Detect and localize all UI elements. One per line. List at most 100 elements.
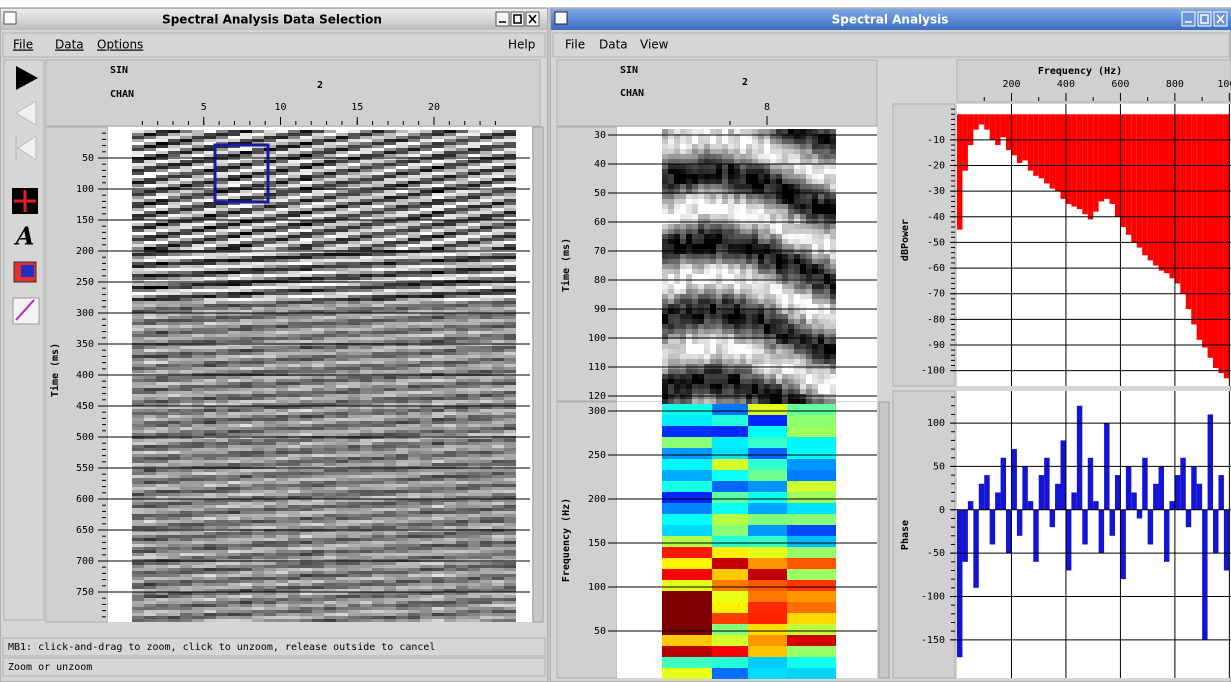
seismic-cell xyxy=(396,163,408,166)
seismic-cell xyxy=(144,244,156,247)
seismic-cell xyxy=(144,163,156,166)
seismic-cell xyxy=(432,523,444,526)
scrollbar[interactable] xyxy=(533,127,543,622)
seismic-cell xyxy=(504,175,516,178)
seismic-cell xyxy=(192,433,204,436)
seismic-cell xyxy=(252,493,264,496)
seismic-cell xyxy=(444,424,456,427)
seismic-cell xyxy=(384,391,396,394)
seismic-cell xyxy=(156,214,168,217)
seismic-cell xyxy=(324,385,336,388)
seismic-cell xyxy=(420,478,432,481)
seismic-cell xyxy=(252,352,264,355)
seismic-cell xyxy=(444,568,456,571)
seismic-cell xyxy=(408,247,420,250)
seismic-cell xyxy=(372,316,384,319)
seismic-cell xyxy=(252,421,264,424)
seismic-cell xyxy=(384,571,396,574)
seismic-cell xyxy=(156,328,168,331)
seismic-cell xyxy=(432,508,444,511)
seismic-cell xyxy=(468,424,480,427)
seismic-cell xyxy=(504,553,516,556)
seismic-cell xyxy=(492,586,504,589)
seismic-cell xyxy=(456,511,468,514)
seismic-cell xyxy=(420,184,432,187)
seismic-cell xyxy=(444,409,456,412)
seismic-cell xyxy=(372,274,384,277)
seismic-cell xyxy=(156,163,168,166)
seismic-cell xyxy=(492,259,504,262)
seismic-cell xyxy=(432,463,444,466)
seismic-cell xyxy=(408,274,420,277)
seismic-cell xyxy=(240,292,252,295)
seismic-cell xyxy=(204,388,216,391)
minimize-button[interactable] xyxy=(1182,12,1195,26)
seismic-cell xyxy=(204,277,216,280)
menu-item[interactable]: View xyxy=(640,38,669,52)
seismic-cell xyxy=(144,556,156,559)
window-icon[interactable] xyxy=(4,12,16,24)
seismic-cell xyxy=(468,550,480,553)
seismic-cell xyxy=(144,517,156,520)
maximize-button[interactable] xyxy=(511,12,524,26)
seismic-cell xyxy=(336,163,348,166)
seismic-cell xyxy=(504,442,516,445)
seismic-cell xyxy=(444,520,456,523)
seismic-cell xyxy=(312,346,324,349)
seismic-cell xyxy=(288,382,300,385)
seismic-cell xyxy=(372,166,384,169)
seismic-cell xyxy=(384,232,396,235)
seismic-cell xyxy=(336,325,348,328)
seismic-cell xyxy=(324,424,336,427)
seismic-cell xyxy=(168,184,180,187)
menu-item[interactable]: File xyxy=(13,38,33,52)
maximize-button[interactable] xyxy=(1198,12,1211,26)
seismic-cell xyxy=(324,184,336,187)
seismic-cell xyxy=(384,340,396,343)
seismic-cell xyxy=(276,388,288,391)
scrollbar[interactable] xyxy=(879,402,889,678)
seismic-cell xyxy=(144,298,156,301)
seismic-cell xyxy=(132,448,144,451)
menu-item[interactable]: Data xyxy=(55,38,84,52)
seismic-cell xyxy=(420,223,432,226)
seismic-cell xyxy=(252,586,264,589)
annotate-icon[interactable]: A xyxy=(14,222,35,251)
seismic-cell xyxy=(372,394,384,397)
seismic-cell xyxy=(228,457,240,460)
seismic-cell xyxy=(492,337,504,340)
seismic-cell xyxy=(348,355,360,358)
window-icon[interactable] xyxy=(555,12,567,24)
seismic-cell xyxy=(360,178,372,181)
seismic-cell xyxy=(180,430,192,433)
seismic-cell xyxy=(468,469,480,472)
seismic-cell xyxy=(336,298,348,301)
seismic-cell xyxy=(396,457,408,460)
seismic-cell xyxy=(204,418,216,421)
menu-item[interactable]: Data xyxy=(599,38,628,52)
seismic-cell xyxy=(336,154,348,157)
seismic-cell xyxy=(240,388,252,391)
seismic-cell xyxy=(360,145,372,148)
seismic-cell xyxy=(204,574,216,577)
seismic-cell xyxy=(504,253,516,256)
seismic-cell xyxy=(240,196,252,199)
menu-item[interactable]: Options xyxy=(97,38,143,52)
seismic-cell xyxy=(168,397,180,400)
seismic-cell xyxy=(276,139,288,142)
seismic-cell xyxy=(216,481,228,484)
seismic-cell xyxy=(264,136,276,139)
seismic-cell xyxy=(492,400,504,403)
seismic-cell xyxy=(420,196,432,199)
seismic-cell xyxy=(372,487,384,490)
menu-item[interactable]: Help xyxy=(508,38,535,52)
seismic-cell xyxy=(432,211,444,214)
seismic-cell xyxy=(264,421,276,424)
minimize-button[interactable] xyxy=(496,12,509,26)
menu-item[interactable]: File xyxy=(565,38,585,52)
seismic-cell xyxy=(168,514,180,517)
seismic-cell xyxy=(468,241,480,244)
seismic-cell xyxy=(468,427,480,430)
seismic-cell xyxy=(156,517,168,520)
seismic-cell xyxy=(240,457,252,460)
